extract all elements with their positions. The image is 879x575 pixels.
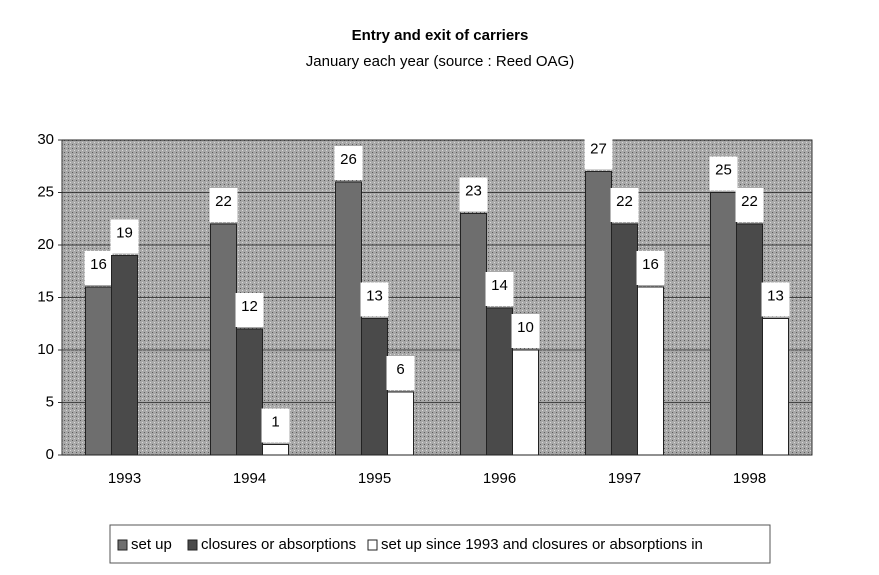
bar (387, 391, 414, 456)
data-label: 23 (465, 182, 482, 199)
data-label-box (386, 356, 415, 390)
data-label: 1 (271, 413, 279, 430)
data-label: 13 (767, 287, 784, 304)
y-tick-label: 20 (37, 236, 54, 253)
bar (210, 223, 237, 456)
data-label-box (110, 219, 139, 254)
data-label-box (761, 282, 790, 317)
x-tick-label: 1995 (358, 470, 391, 487)
data-label-box (235, 293, 264, 327)
bar (710, 192, 737, 456)
data-label-box (511, 314, 540, 348)
data-label-box (735, 188, 764, 222)
data-label: 26 (340, 151, 357, 168)
data-label: 22 (215, 193, 232, 210)
data-label: 13 (366, 287, 383, 304)
bar (585, 171, 612, 456)
bar (736, 223, 763, 456)
x-tick-label: 1993 (108, 470, 141, 487)
y-tick-label: 15 (37, 288, 54, 305)
bar (85, 286, 112, 456)
data-label-box (459, 177, 488, 212)
data-label: 19 (116, 224, 133, 241)
bar (236, 328, 263, 456)
data-label-box (261, 408, 290, 443)
data-label: 22 (741, 193, 758, 210)
bar (486, 307, 513, 456)
legend-label: closures or absorptions (201, 536, 356, 553)
legend-swatch (367, 539, 378, 551)
data-label: 14 (491, 277, 508, 294)
bar (611, 223, 638, 456)
data-label-box (610, 188, 639, 222)
legend-swatch (187, 539, 198, 551)
data-label: 25 (715, 161, 732, 178)
data-label-box (209, 188, 238, 222)
bar (262, 444, 289, 456)
data-label: 27 (590, 140, 607, 157)
data-label-box (584, 135, 613, 170)
y-tick-label: 30 (37, 131, 54, 148)
legend-label: set up since 1993 and closures or absorp… (381, 536, 703, 553)
y-tick-label: 5 (46, 393, 54, 410)
data-label-box (334, 146, 363, 180)
data-label: 6 (396, 361, 404, 378)
legend-swatch (117, 539, 128, 551)
legend-label: set up (131, 536, 172, 553)
bar (460, 213, 487, 456)
data-label-box (84, 251, 113, 285)
x-tick-label: 1996 (483, 470, 516, 487)
x-tick-label: 1994 (233, 470, 266, 487)
data-label-box (636, 251, 665, 285)
data-label: 16 (90, 256, 107, 273)
data-label-box (360, 282, 389, 317)
bar (361, 318, 388, 456)
bar (111, 255, 138, 456)
x-tick-label: 1998 (733, 470, 766, 487)
legend-box (109, 524, 771, 564)
bar (762, 318, 789, 456)
y-tick-label: 10 (37, 341, 54, 358)
data-label: 16 (642, 256, 659, 273)
data-label-box (709, 156, 738, 191)
bar (637, 286, 664, 456)
chart-title: Entry and exit of carriers (352, 27, 529, 44)
data-label: 12 (241, 298, 258, 315)
data-label-box (485, 272, 514, 306)
bar (512, 349, 539, 456)
y-tick-label: 25 (37, 183, 54, 200)
x-tick-label: 1997 (608, 470, 641, 487)
data-label: 22 (616, 193, 633, 210)
data-label: 10 (517, 319, 534, 336)
bar (335, 181, 362, 456)
y-tick-label: 0 (46, 446, 54, 463)
chart-subtitle: January each year (source : Reed OAG) (306, 53, 574, 70)
